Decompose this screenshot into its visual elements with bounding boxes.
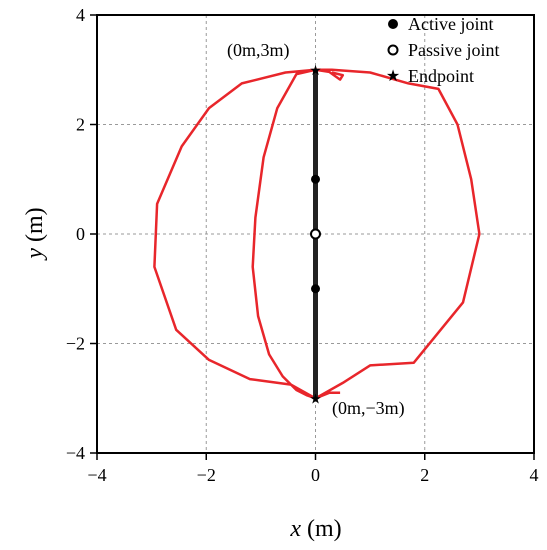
tick-layer: −4 −2 0 2 4 −4 −2 0 2 4: [66, 5, 539, 485]
x-tick-label: 0: [311, 465, 320, 485]
y-tick-label: 4: [76, 5, 85, 25]
legend-marker-endpoint: ★: [386, 66, 400, 85]
trajectory-line: [153, 68, 481, 400]
marker-layer: ★★: [309, 63, 322, 408]
x-axis-label: x (m): [289, 516, 341, 542]
passive-joint-point: [310, 228, 321, 240]
active-joint-point: [311, 284, 320, 294]
x-axis-label-var: x: [289, 516, 301, 542]
active-joint-point: [311, 174, 320, 184]
y-tick-label: −4: [66, 443, 85, 463]
legend: Active joint Passive joint ★ Endpoint: [386, 14, 500, 86]
legend-label-active-joint: Active joint: [408, 14, 493, 34]
x-tick-label: 2: [420, 465, 429, 485]
y-tick-label: −2: [66, 334, 85, 354]
legend-marker-active-joint: [388, 19, 398, 29]
annotations: (0m,3m) (0m,−3m): [227, 40, 405, 419]
y-axis-label-unit: (m): [22, 207, 48, 242]
y-tick-label: 2: [76, 115, 85, 135]
y-tick-label: 0: [76, 224, 85, 244]
legend-marker-passive-joint: [387, 44, 399, 56]
endpoint-star: ★: [309, 63, 322, 79]
legend-label-passive-joint: Passive joint: [408, 40, 500, 60]
y-axis-label: y (m): [22, 207, 48, 260]
annotation-bottom: (0m,−3m): [332, 398, 405, 419]
y-axis-label-var: y: [22, 248, 48, 261]
endpoint-star: ★: [309, 391, 322, 407]
x-tick-label: 4: [530, 465, 539, 485]
x-axis-label-unit: (m): [307, 516, 342, 542]
trajectory-layer: [153, 68, 481, 400]
legend-label-endpoint: Endpoint: [408, 66, 474, 86]
annotation-top: (0m,3m): [227, 40, 290, 61]
x-tick-label: −4: [87, 465, 106, 485]
x-tick-label: −2: [197, 465, 216, 485]
